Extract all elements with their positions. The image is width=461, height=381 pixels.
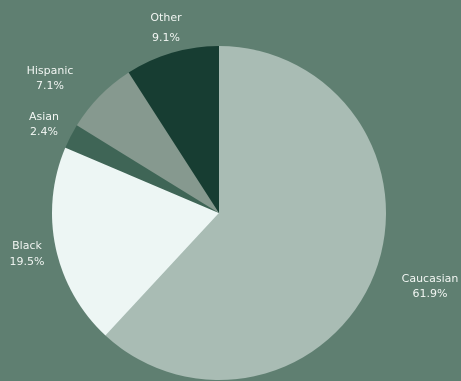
slice-label-asian: Asian — [29, 110, 59, 123]
pie-slice-black — [52, 147, 219, 336]
slice-label-black: Black — [12, 239, 42, 252]
slice-label-other: Other — [150, 11, 182, 24]
slice-label-caucasian: Caucasian — [402, 272, 459, 285]
slice-value-black: 19.5% — [10, 255, 45, 268]
slice-value-hispanic: 7.1% — [36, 79, 64, 92]
pie-labels: Caucasian 61.9% Black 19.5% Asian 2.4% H… — [10, 11, 459, 300]
pie-slice-other — [128, 46, 219, 213]
pie-slice-caucasian — [105, 46, 387, 380]
slice-label-hispanic: Hispanic — [27, 64, 74, 77]
slice-value-caucasian: 61.9% — [413, 287, 448, 300]
pie-slices — [52, 46, 387, 380]
slice-value-asian: 2.4% — [30, 125, 58, 138]
pie-slice-asian — [65, 125, 219, 213]
slice-value-other: 9.1% — [152, 31, 180, 44]
pie-slice-hispanic — [76, 72, 219, 213]
